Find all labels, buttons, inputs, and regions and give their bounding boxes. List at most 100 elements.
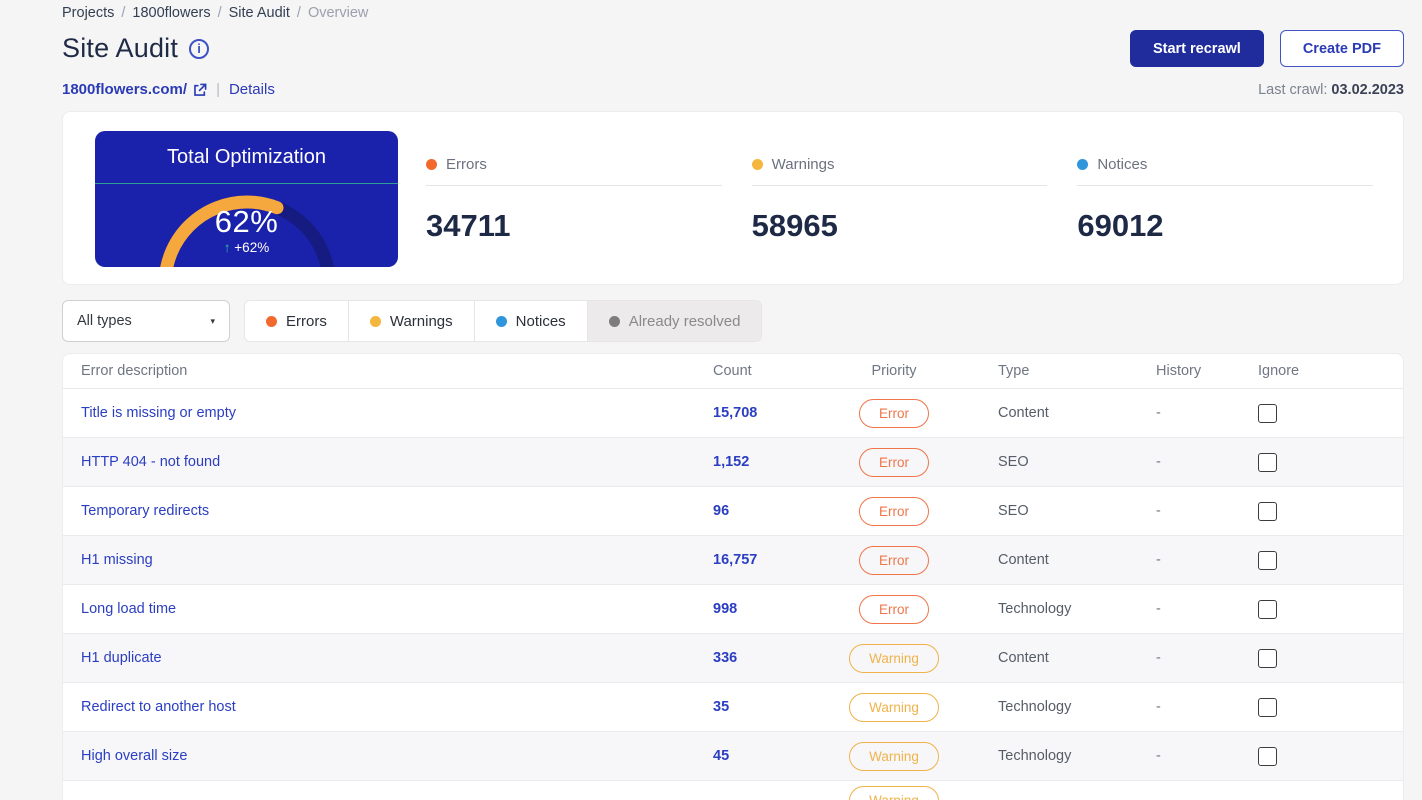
start-recrawl-button[interactable]: Start recrawl (1129, 30, 1264, 67)
issue-link[interactable]: Temporary redirects (81, 503, 210, 519)
type-dropdown-value: All types (77, 313, 132, 329)
issue-count[interactable]: 45 (713, 748, 730, 764)
issue-count[interactable]: 16,757 (713, 552, 758, 568)
issue-count[interactable]: 15,708 (713, 405, 758, 421)
priority-badge: Error (859, 447, 929, 477)
segment-notices[interactable]: Notices (473, 301, 587, 341)
site-info-row: 1800flowers.com/ | Details Last crawl: 0… (0, 67, 1422, 98)
issue-link[interactable]: H1 missing (81, 552, 153, 568)
issue-link[interactable]: Title is missing or empty (81, 405, 236, 421)
ignore-checkbox[interactable] (1258, 501, 1277, 521)
issue-count[interactable]: 998 (713, 601, 738, 617)
ignore-checkbox[interactable] (1258, 697, 1277, 717)
gauge-divider (95, 183, 398, 184)
details-link[interactable]: Details (228, 81, 275, 98)
warnings-count: 58965 (751, 208, 838, 243)
segment-errors[interactable]: Errors (245, 301, 348, 341)
breadcrumb-site-audit[interactable]: Site Audit (228, 5, 290, 21)
issue-link[interactable]: Redirect to another host (81, 699, 236, 715)
divider: | (216, 81, 220, 98)
priority-badge: Warning (849, 692, 939, 722)
info-icon[interactable]: i (189, 38, 210, 59)
issue-type: Content (998, 405, 1049, 421)
breadcrumb: Projects / 1800flowers / Site Audit / Ov… (0, 0, 1422, 21)
issue-type: Technology (998, 601, 1072, 617)
ignore-checkbox[interactable] (1258, 403, 1277, 423)
issue-type: Content (998, 650, 1049, 666)
priority-badge: Error (859, 594, 929, 624)
issue-link[interactable]: High overall size (81, 748, 188, 764)
column-type: Type (998, 363, 1030, 379)
priority-badge: Error (859, 545, 929, 575)
ignore-checkbox[interactable] (1258, 746, 1277, 766)
site-domain-link[interactable]: 1800flowers.com/ (62, 81, 207, 98)
issue-link[interactable]: H1 duplicate (81, 650, 162, 666)
warnings-dot-icon (369, 315, 381, 327)
issue-type: Content (998, 552, 1049, 568)
gauge-arc-fill (159, 195, 334, 267)
issue-history: - (1156, 454, 1161, 470)
create-pdf-button[interactable]: Create PDF (1279, 30, 1404, 67)
gauge-title: Total Optimization (167, 146, 326, 168)
severity-segmented-control: Errors Warnings Notices Already resolved (244, 300, 763, 342)
gauge-percent: 62% (214, 204, 279, 239)
errors-dot-icon (426, 159, 437, 170)
ignore-checkbox[interactable] (1258, 648, 1277, 668)
breadcrumb-current: Overview (307, 5, 369, 21)
issue-type: Technology (998, 699, 1072, 715)
table-row: Redirect to another host 35 Warning Tech… (63, 683, 1403, 732)
priority-badge: Warning (849, 643, 939, 673)
issue-count[interactable]: 336 (713, 650, 738, 666)
resolved-dot-icon (608, 315, 620, 327)
priority-badge: Error (859, 398, 929, 428)
issue-link[interactable]: HTTP 404 - not found (81, 454, 221, 470)
ignore-checkbox[interactable] (1258, 550, 1277, 570)
table-header: Error description Count Priority Type Hi… (63, 354, 1403, 389)
issue-history: - (1156, 601, 1161, 617)
type-dropdown[interactable]: All types ▾ (62, 300, 230, 342)
stat-errors: Errors 34711 (426, 131, 722, 265)
issue-count[interactable]: 96 (713, 503, 730, 519)
column-priority: Priority (871, 363, 917, 379)
priority-badge: Error (859, 496, 929, 526)
breadcrumb-separator: / (121, 5, 126, 21)
notices-dot-icon (495, 315, 507, 327)
table-row: HTTP 404 - not found 1,152 Error SEO - (63, 438, 1403, 487)
ignore-checkbox[interactable] (1258, 599, 1277, 619)
stat-label: Notices (1097, 156, 1148, 173)
stat-notices: Notices 69012 (1077, 131, 1374, 265)
segment-already-resolved[interactable]: Already resolved (586, 301, 762, 341)
issue-link[interactable]: Long load time (81, 601, 177, 617)
breadcrumb-project-name[interactable]: 1800flowers (132, 5, 211, 21)
table-row: Title is missing or empty 15,708 Error C… (63, 389, 1403, 438)
errors-count: 34711 (426, 208, 511, 243)
table-row: Warning (63, 781, 1403, 800)
table-row: H1 duplicate 336 Warning Content - (63, 634, 1403, 683)
column-ignore: Ignore (1258, 363, 1300, 379)
issue-history: - (1156, 699, 1161, 715)
trend-up-icon: ↑ (223, 240, 231, 255)
issue-count[interactable]: 35 (713, 699, 730, 715)
breadcrumb-separator: / (296, 5, 301, 21)
breadcrumb-projects[interactable]: Projects (62, 5, 115, 21)
issues-table: Error description Count Priority Type Hi… (62, 353, 1404, 800)
ignore-checkbox[interactable] (1258, 452, 1277, 472)
table-row: H1 missing 16,757 Error Content - (63, 536, 1403, 585)
gauge-delta: ↑ +62% (223, 240, 270, 255)
total-optimization-gauge: Total Optimization 62% ↑ +62% (95, 131, 398, 267)
errors-dot-icon (266, 315, 277, 327)
issue-type: SEO (998, 503, 1029, 519)
external-link-icon (194, 83, 207, 96)
issue-history: - (1156, 503, 1161, 519)
issue-history: - (1156, 405, 1161, 421)
breadcrumb-separator: / (217, 5, 222, 21)
column-count: Count (713, 363, 752, 379)
stat-label: Warnings (771, 156, 835, 173)
filter-bar: All types ▾ Errors Warnings Notices Alre… (62, 300, 1404, 342)
segment-warnings[interactable]: Warnings (347, 301, 474, 341)
priority-badge: Warning (849, 786, 939, 800)
table-row: High overall size 45 Warning Technology … (63, 732, 1403, 781)
issue-history: - (1156, 748, 1161, 764)
column-history: History (1156, 363, 1202, 379)
issue-count[interactable]: 1,152 (713, 454, 750, 470)
